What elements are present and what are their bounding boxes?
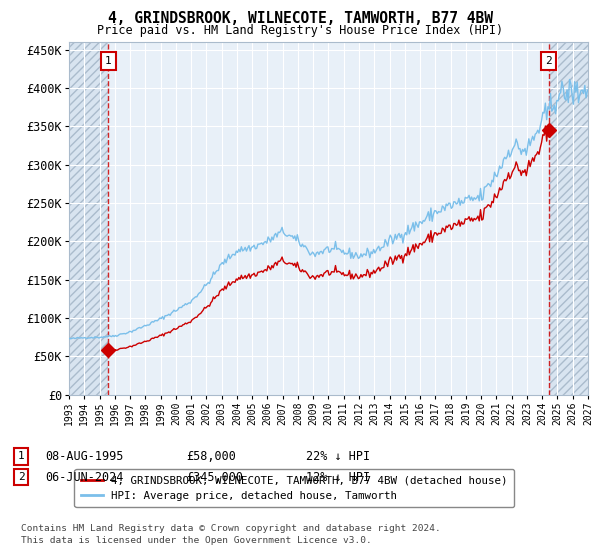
Text: Contains HM Land Registry data © Crown copyright and database right 2024.
This d: Contains HM Land Registry data © Crown c… bbox=[21, 524, 441, 545]
Legend: 4, GRINDSBROOK, WILNECOTE, TAMWORTH, B77 4BW (detached house), HPI: Average pric: 4, GRINDSBROOK, WILNECOTE, TAMWORTH, B77… bbox=[74, 469, 514, 507]
Bar bbox=[69, 42, 109, 395]
Text: 2: 2 bbox=[545, 56, 552, 66]
Text: £345,000: £345,000 bbox=[186, 470, 243, 484]
Bar bbox=[548, 42, 588, 395]
Text: £58,000: £58,000 bbox=[186, 450, 236, 463]
Text: 06-JUN-2024: 06-JUN-2024 bbox=[45, 470, 124, 484]
Text: 12% ↓ HPI: 12% ↓ HPI bbox=[306, 470, 370, 484]
Text: 4, GRINDSBROOK, WILNECOTE, TAMWORTH, B77 4BW: 4, GRINDSBROOK, WILNECOTE, TAMWORTH, B77… bbox=[107, 11, 493, 26]
Text: 08-AUG-1995: 08-AUG-1995 bbox=[45, 450, 124, 463]
Text: 1: 1 bbox=[17, 451, 25, 461]
Text: 2: 2 bbox=[17, 472, 25, 482]
Text: 1: 1 bbox=[105, 56, 112, 66]
Text: 22% ↓ HPI: 22% ↓ HPI bbox=[306, 450, 370, 463]
Text: Price paid vs. HM Land Registry's House Price Index (HPI): Price paid vs. HM Land Registry's House … bbox=[97, 24, 503, 36]
